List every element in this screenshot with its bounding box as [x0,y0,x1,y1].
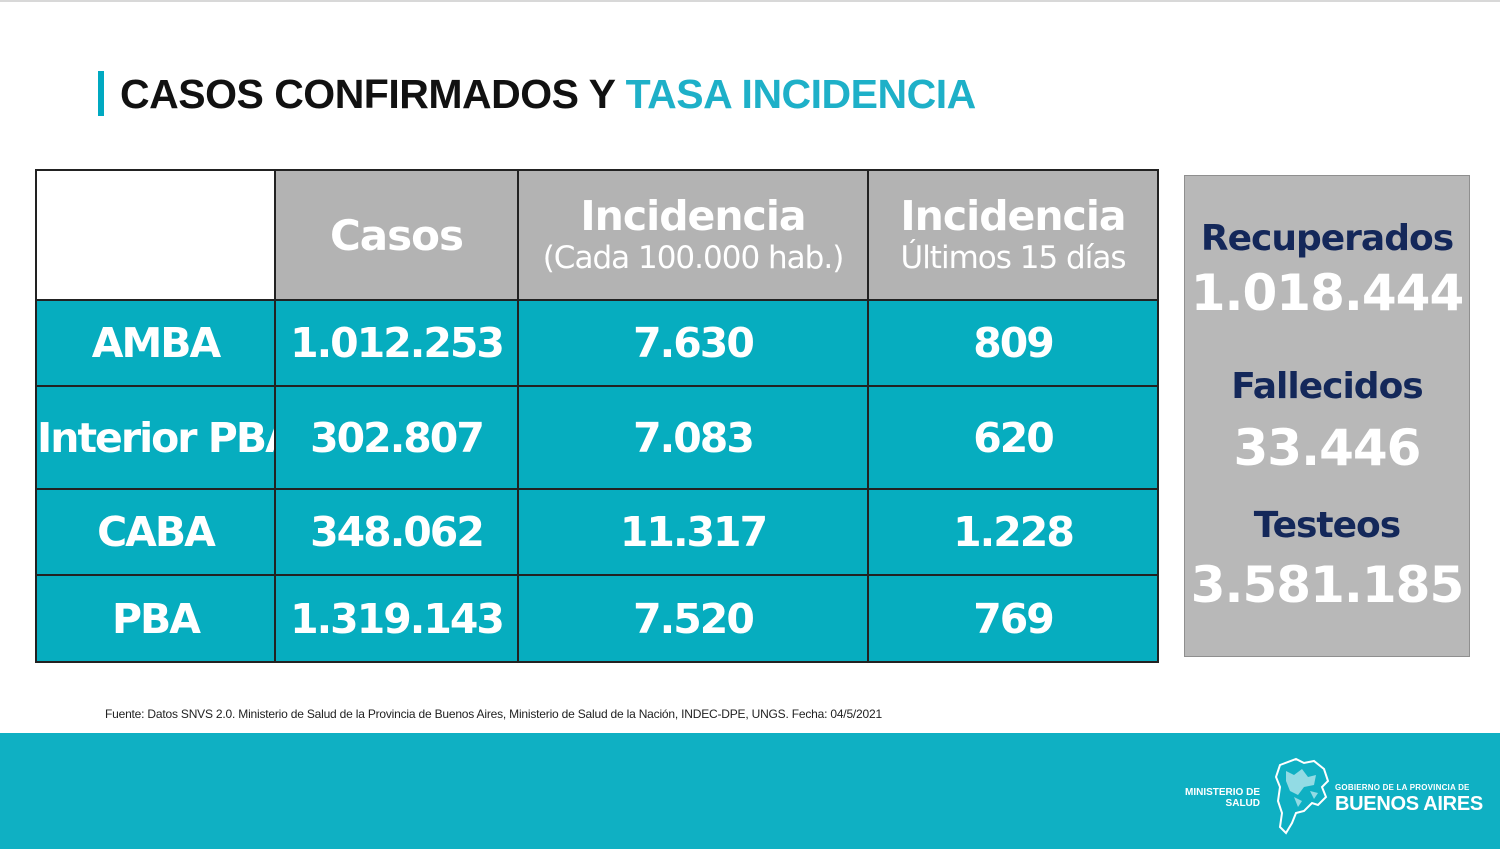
cell-incidencia-15: 1.228 [867,488,1159,576]
fallecidos-value: 33.446 [1233,419,1422,477]
table-row: CABA 348.062 11.317 1.228 [35,488,1159,576]
table-row: PBA 1.319.143 7.520 769 [35,574,1159,663]
fallecidos-label: Fallecidos [1231,366,1423,407]
gov-line1: GOBIERNO DE LA PROVINCIA DE [1335,783,1470,792]
page-title: CASOS CONFIRMADOS Y TASA INCIDENCIA [120,66,976,122]
ministry-logo-text: MINISTERIO DE SALUD [1185,787,1260,809]
row-label: PBA [35,574,276,663]
header-incidencia-15-main: Incidencia [900,192,1126,240]
testeos-value: 3.581.185 [1190,556,1465,614]
testeos-label: Testeos [1253,505,1401,546]
header-incidencia-sub: (Cada 100.000 hab.) [542,240,845,276]
row-label: AMBA [35,299,276,387]
province-map-icon [1274,757,1330,835]
header-casos: Casos [274,169,519,301]
title-accent-bar [98,71,104,116]
cases-table: Casos Incidencia (Cada 100.000 hab.) Inc… [35,169,1159,663]
source-note: Fuente: Datos SNVS 2.0. Ministerio de Sa… [105,707,882,721]
cell-incidencia-15: 809 [867,299,1159,387]
cell-casos: 302.807 [274,385,519,490]
cell-casos: 1.319.143 [274,574,519,663]
row-label: Interior PBA [35,385,276,490]
cell-casos: 348.062 [274,488,519,576]
footer-band: MINISTERIO DE SALUD GOBIERNO DE LA PROVI… [0,733,1500,849]
summary-panel: Recuperados 1.018.444 Fallecidos 33.446 … [1184,175,1470,657]
cell-incidencia: 11.317 [517,488,869,576]
title-part2: TASA INCIDENCIA [625,71,977,117]
recuperados-label: Recuperados [1200,218,1454,259]
gov-line2: BUENOS AIRES [1335,793,1483,815]
header-incidencia-15: Incidencia Últimos 15 días [867,169,1159,301]
table-row: Interior PBA 302.807 7.083 620 [35,385,1159,490]
header-blank-cell [35,169,276,301]
ministry-line2: SALUD [1225,798,1260,809]
row-label: CABA [35,488,276,576]
ministry-line1: MINISTERIO DE [1184,787,1260,798]
table-row: AMBA 1.012.253 7.630 809 [35,299,1159,387]
recuperados-value: 1.018.444 [1190,264,1465,322]
cell-incidencia-15: 769 [867,574,1159,663]
cell-incidencia: 7.630 [517,299,869,387]
cell-incidencia: 7.083 [517,385,869,490]
cell-casos: 1.012.253 [274,299,519,387]
header-incidencia-main: Incidencia [580,192,806,240]
title-part1: CASOS CONFIRMADOS Y [120,71,615,117]
cell-incidencia: 7.520 [517,574,869,663]
top-divider [0,0,1500,2]
government-logo-text: GOBIERNO DE LA PROVINCIA DE BUENOS AIRES [1335,783,1483,815]
table-header-row: Casos Incidencia (Cada 100.000 hab.) Inc… [35,169,1159,301]
header-incidencia: Incidencia (Cada 100.000 hab.) [517,169,869,301]
cell-incidencia-15: 620 [867,385,1159,490]
header-incidencia-15-sub: Últimos 15 días [900,240,1127,276]
